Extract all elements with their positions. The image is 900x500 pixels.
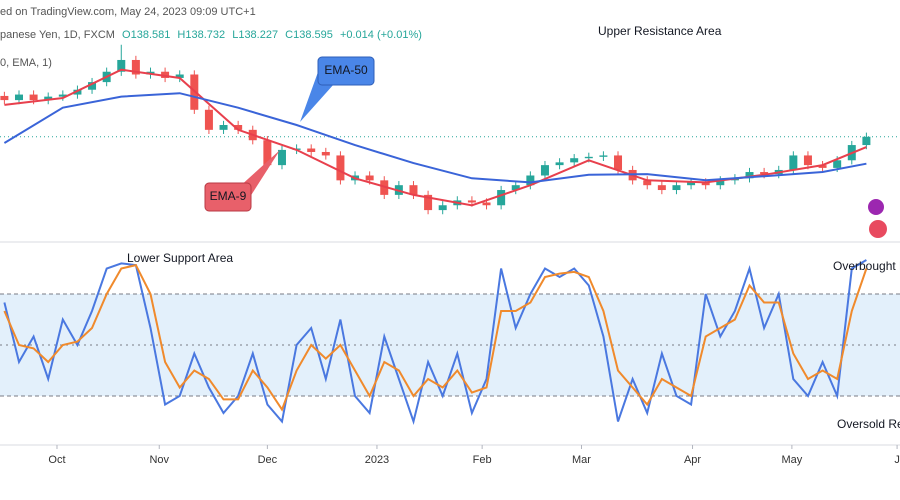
annotation: Lower Support Area: [127, 251, 233, 265]
indicator-label: 0, EMA, 1): [0, 57, 52, 69]
candle-body: [336, 155, 345, 181]
candle-body: [365, 175, 374, 181]
candle-body: [526, 175, 535, 186]
close-value: C138.595: [285, 29, 333, 41]
symbol: panese Yen, 1D, FXCM: [0, 29, 115, 41]
candle-body: [672, 185, 681, 191]
low-value: L138.227: [232, 29, 278, 41]
candle-body: [701, 182, 710, 186]
candle-body: [58, 94, 67, 97]
x-tick-label: 2023: [365, 454, 389, 466]
candle-body: [789, 155, 798, 170]
candle-body: [657, 185, 666, 191]
annotation: Upper Resistance Area: [598, 24, 722, 38]
candle-body: [161, 71, 170, 78]
candle-body: [833, 160, 842, 168]
callout-box: [204, 182, 252, 212]
x-tick-label: Dec: [258, 454, 278, 466]
annotation: EMA-50: [324, 63, 368, 77]
symbol-line: panese Yen, 1D, FXCM O138.581 H138.732 L…: [0, 29, 422, 41]
x-tick-label: J: [894, 454, 900, 466]
candle-body: [760, 172, 769, 175]
x-tick-label: May: [781, 454, 802, 466]
candle-body: [234, 125, 243, 130]
candle-body: [555, 162, 564, 166]
callout-box: [317, 56, 375, 86]
candle-body: [277, 149, 286, 166]
candle-body: [409, 185, 418, 195]
candle-body: [204, 109, 213, 130]
candle-body: [88, 82, 97, 90]
x-tick-label: Oct: [48, 454, 65, 466]
candle-body: [599, 155, 608, 157]
candle-body: [862, 136, 871, 146]
candle-body: [438, 205, 447, 211]
candle-body: [117, 59, 126, 72]
candle-body: [540, 165, 549, 176]
icon[interactable]: [869, 220, 887, 238]
candle-body: [745, 172, 754, 179]
candle-body: [219, 125, 228, 130]
high-value: H138.732: [177, 29, 225, 41]
candle-body: [263, 140, 272, 166]
x-tick-label: Mar: [572, 454, 591, 466]
line-series: [3, 263, 868, 412]
candle-body: [0, 95, 9, 101]
candle-body: [511, 185, 520, 191]
candle-body: [614, 155, 623, 170]
candle-body: [467, 200, 476, 203]
candle-body: [818, 165, 827, 168]
annotation: Overbought R: [833, 259, 900, 273]
candle-body: [321, 151, 330, 156]
x-tick-label: Apr: [684, 454, 701, 466]
line-series: [3, 259, 867, 426]
candle-body: [584, 156, 593, 159]
change-value: +0.014 (+0.01%): [340, 29, 422, 41]
candle-body: [29, 94, 38, 101]
candle-body: [497, 190, 506, 206]
candle-body: [175, 74, 184, 78]
icon[interactable]: [868, 199, 884, 215]
x-tick-label: Feb: [473, 454, 492, 466]
attribution: ed on TradingView.com, May 24, 2023 09:0…: [0, 6, 256, 18]
candle-body: [307, 148, 316, 152]
candle-body: [482, 202, 491, 206]
candle-body: [73, 89, 82, 95]
candle-body: [14, 94, 23, 101]
open-value: O138.581: [122, 29, 170, 41]
x-tick-label: Nov: [149, 454, 169, 466]
candle-body: [131, 59, 140, 75]
line-series: [3, 92, 867, 184]
marks: Oct Nov Dec 2023 Feb Mar Apr May J: [0, 44, 900, 466]
candle-body: [570, 158, 579, 163]
candle-body: [424, 194, 433, 211]
candle-body: [643, 180, 652, 186]
annotation: Oversold Re: [837, 417, 900, 431]
candle-body: [44, 96, 53, 101]
candle-body: [803, 155, 812, 166]
annotation: EMA-9: [210, 189, 247, 203]
candle-body: [687, 182, 696, 186]
candle-body: [716, 180, 725, 186]
